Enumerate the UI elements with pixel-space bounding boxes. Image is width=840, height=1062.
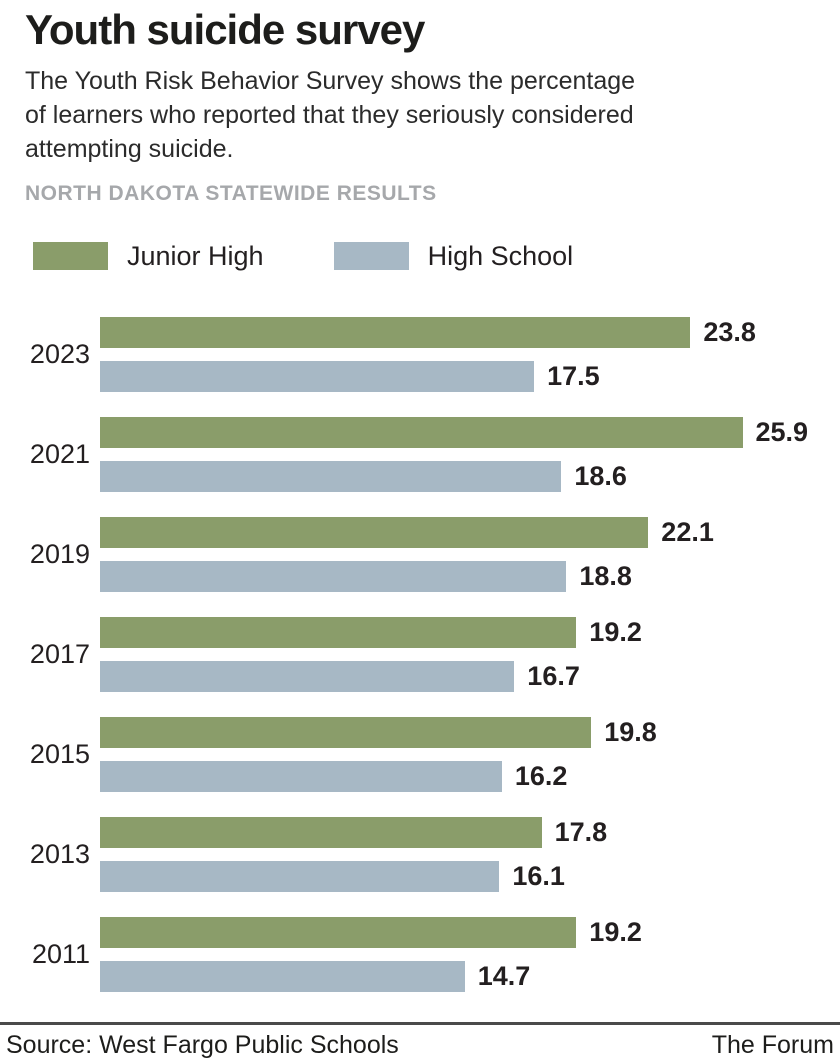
bar-pair: 19.8 16.2 bbox=[90, 717, 840, 793]
bar-high-school bbox=[100, 461, 562, 493]
bar-line-high-school: 16.2 bbox=[100, 761, 840, 793]
bar-pair: 23.8 17.5 bbox=[90, 317, 840, 393]
page-title: Youth suicide survey bbox=[25, 6, 425, 53]
value-label: 17.5 bbox=[547, 361, 600, 392]
year-group-2017: 2017 19.2 16.7 bbox=[0, 617, 840, 693]
value-label: 19.2 bbox=[589, 617, 642, 648]
year-label: 2011 bbox=[31, 939, 90, 970]
bar-pair: 19.2 16.7 bbox=[90, 617, 840, 693]
bar-high-school bbox=[100, 561, 567, 593]
bar-line-junior-high: 19.2 bbox=[100, 617, 840, 649]
subtitle: The Youth Risk Behavior Survey shows the… bbox=[25, 64, 815, 166]
value-label: 19.8 bbox=[604, 717, 657, 748]
value-label: 14.7 bbox=[477, 961, 531, 992]
value-label: 16.1 bbox=[512, 861, 565, 892]
value-label: 16.7 bbox=[527, 661, 580, 692]
bar-high-school bbox=[100, 661, 515, 693]
bar-line-junior-high: 19.8 bbox=[100, 717, 840, 749]
year-group-2011: 2011 19.2 14.7 bbox=[0, 917, 840, 993]
bar-chart: 2023 23.8 17.5 2021 25.9 18.6 2019 22.1 18.8 2017… bbox=[0, 317, 840, 993]
year-group-2019: 2019 22.1 18.8 bbox=[0, 517, 840, 593]
value-label: 23.8 bbox=[703, 317, 756, 348]
bar-line-junior-high: 17.8 bbox=[100, 817, 840, 849]
bar-line-high-school: 18.6 bbox=[100, 461, 840, 493]
bar-pair: 22.1 18.8 bbox=[90, 517, 840, 593]
value-label: 18.8 bbox=[579, 561, 632, 592]
legend-item-high-school: High School bbox=[333, 240, 574, 272]
bar-junior-high bbox=[100, 717, 592, 749]
year-group-2021: 2021 25.9 18.6 bbox=[0, 417, 840, 493]
value-label: 25.9 bbox=[755, 417, 809, 448]
legend-item-junior-high: Junior High bbox=[33, 241, 264, 272]
year-group-2015: 2015 19.8 16.2 bbox=[0, 717, 840, 793]
year-label: 2019 bbox=[29, 539, 90, 570]
year-label: 2013 bbox=[29, 839, 90, 870]
year-label: 2017 bbox=[29, 639, 90, 670]
legend-label: High School bbox=[427, 240, 574, 271]
bar-pair: 17.8 16.1 bbox=[90, 817, 840, 893]
year-label: 2023 bbox=[29, 339, 90, 370]
value-label: 22.1 bbox=[661, 517, 714, 548]
chart-legend: Junior High High School bbox=[33, 240, 840, 272]
bar-line-high-school: 18.8 bbox=[100, 561, 840, 593]
bar-high-school bbox=[100, 861, 500, 893]
bar-line-junior-high: 22.1 bbox=[100, 517, 840, 549]
value-label: 18.6 bbox=[574, 461, 627, 492]
bar-line-high-school: 16.7 bbox=[100, 661, 840, 693]
credit-text: The Forum bbox=[711, 1031, 834, 1059]
bar-line-junior-high: 23.8 bbox=[100, 317, 840, 349]
subtitle-line: of learners who reported that they serio… bbox=[25, 101, 634, 130]
bar-junior-high bbox=[100, 817, 542, 849]
bar-line-high-school: 14.7 bbox=[100, 961, 840, 993]
bar-line-junior-high: 25.9 bbox=[100, 417, 840, 449]
header: Youth suicide survey The Youth Risk Beha… bbox=[0, 0, 840, 206]
bar-line-high-school: 16.1 bbox=[100, 861, 840, 893]
year-label: 2015 bbox=[29, 739, 90, 770]
legend-swatch-junior-high bbox=[33, 242, 108, 271]
bar-high-school bbox=[100, 761, 502, 793]
bar-junior-high bbox=[100, 617, 577, 649]
source-text: Source: West Fargo Public Schools bbox=[6, 1031, 399, 1059]
value-label: 19.2 bbox=[589, 917, 642, 948]
footer: Source: West Fargo Public Schools The Fo… bbox=[0, 1022, 840, 1060]
bar-junior-high bbox=[100, 417, 743, 449]
region-kicker: NORTH DAKOTA STATEWIDE RESULTS bbox=[25, 182, 437, 206]
bar-pair: 25.9 18.6 bbox=[90, 417, 840, 493]
bar-junior-high bbox=[100, 517, 649, 549]
legend-swatch-high-school bbox=[333, 242, 409, 271]
bar-high-school bbox=[100, 961, 465, 993]
bar-pair: 19.2 14.7 bbox=[90, 917, 840, 993]
bar-high-school bbox=[100, 361, 535, 393]
year-group-2013: 2013 17.8 16.1 bbox=[0, 817, 840, 893]
subtitle-line: attempting suicide. bbox=[25, 135, 234, 164]
value-label: 17.8 bbox=[554, 817, 608, 848]
legend-label: Junior High bbox=[127, 240, 264, 271]
value-label: 16.2 bbox=[514, 761, 568, 792]
bar-junior-high bbox=[100, 917, 577, 949]
bar-junior-high bbox=[100, 317, 691, 349]
year-group-2023: 2023 23.8 17.5 bbox=[0, 317, 840, 393]
bar-line-high-school: 17.5 bbox=[100, 361, 840, 393]
bar-line-junior-high: 19.2 bbox=[100, 917, 840, 949]
year-label: 2021 bbox=[29, 439, 90, 470]
subtitle-line: The Youth Risk Behavior Survey shows the… bbox=[25, 67, 636, 96]
